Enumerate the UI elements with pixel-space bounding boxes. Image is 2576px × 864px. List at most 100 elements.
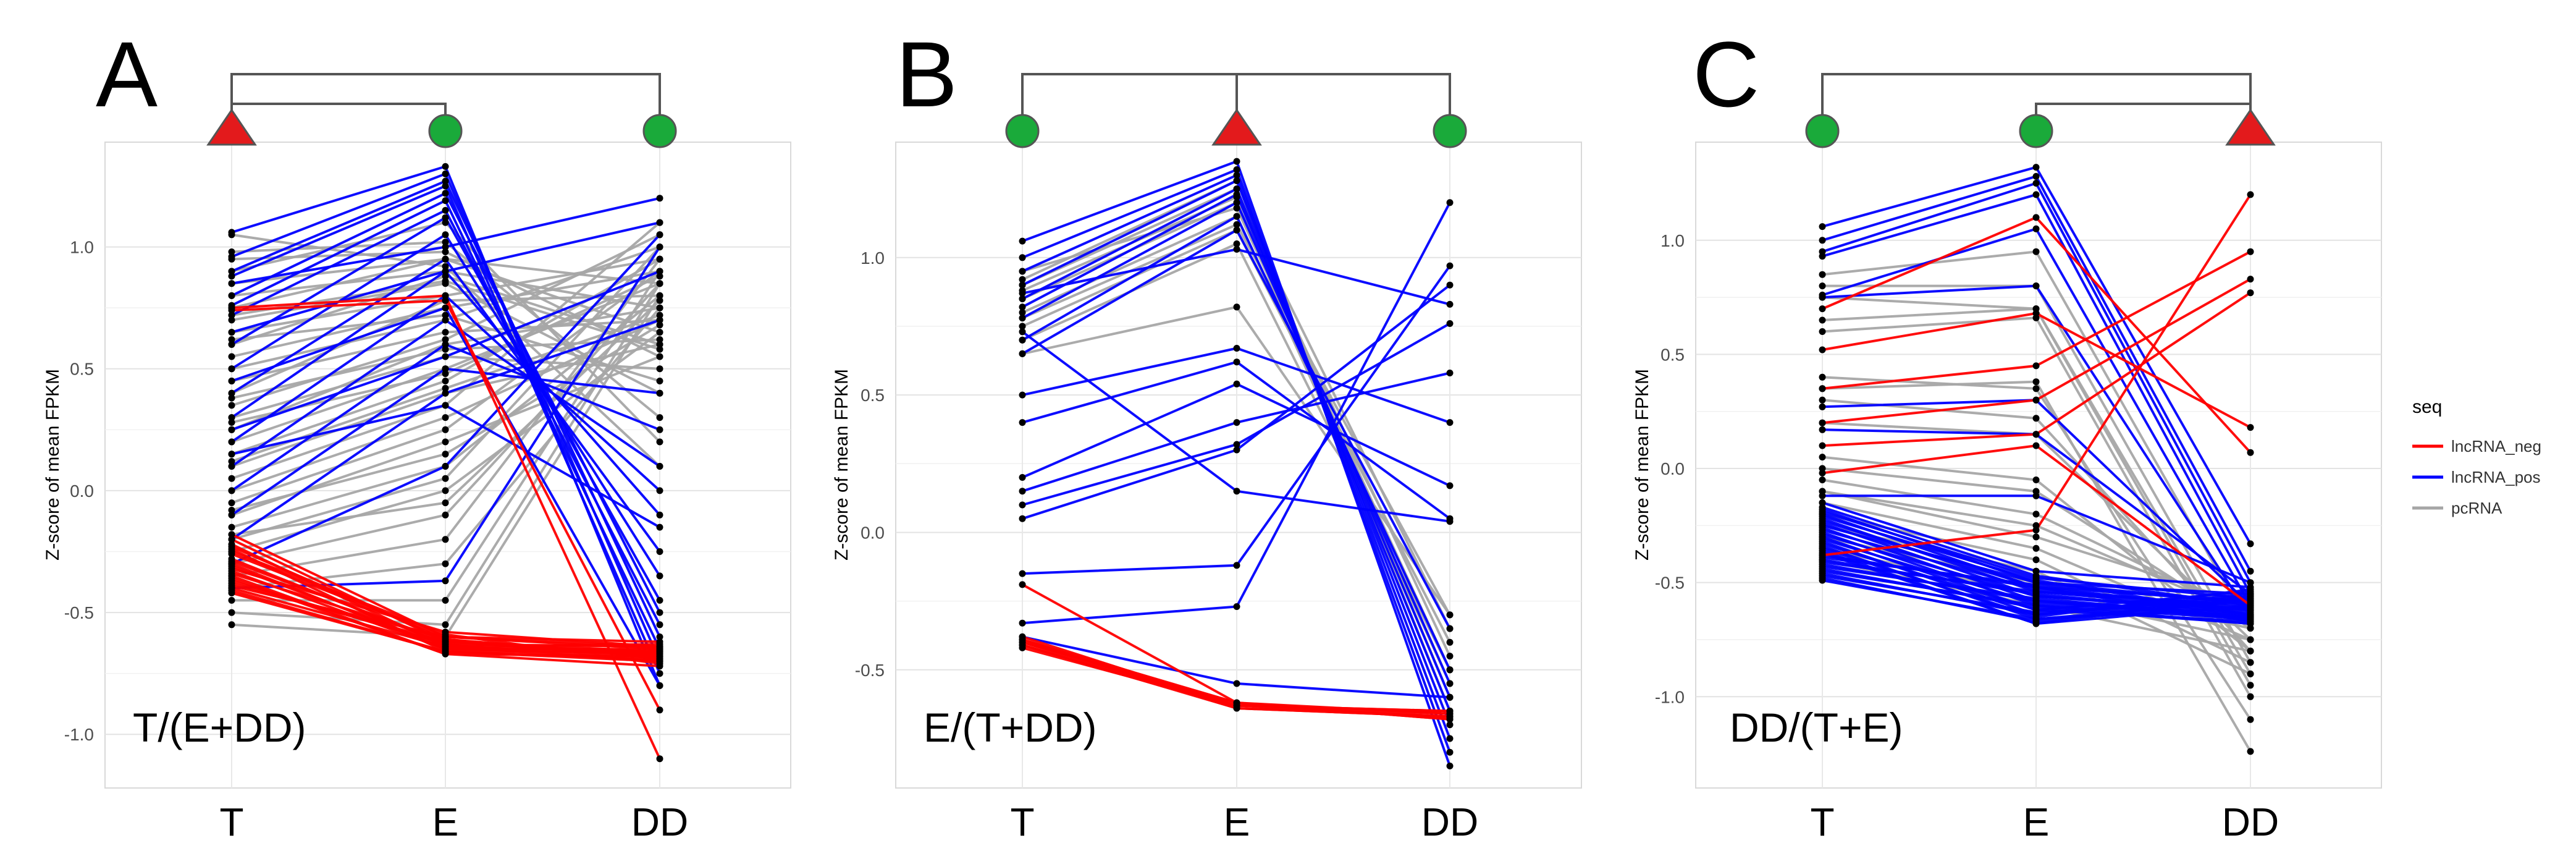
panel-b-ytick: 1.0 (861, 248, 885, 268)
data-point (656, 596, 663, 604)
data-point (228, 548, 235, 555)
panel-c-ytick: 0.0 (1661, 459, 1685, 478)
data-point (1446, 748, 1454, 756)
data-point (2032, 556, 2040, 564)
data-point (1019, 501, 1026, 509)
data-point (228, 419, 235, 426)
data-point (442, 219, 449, 226)
data-point (442, 378, 449, 384)
data-point (228, 389, 235, 397)
panel-c-grid (1696, 142, 2381, 788)
data-point (442, 499, 449, 507)
data-point (1819, 551, 1826, 559)
legend-label-lncrna-neg: lncRNA_neg (2451, 437, 2541, 455)
data-point (442, 248, 449, 255)
data-point (228, 268, 235, 275)
data-point (1446, 518, 1454, 525)
data-point (1019, 350, 1026, 357)
data-point (1019, 642, 1026, 649)
data-point (1233, 240, 1240, 247)
panel-c-xtick: E (2023, 800, 2050, 844)
data-point (2032, 595, 2040, 602)
data-point (1819, 253, 1826, 260)
data-point (228, 463, 235, 470)
data-point (2247, 424, 2254, 431)
circle-marker (2019, 114, 2053, 148)
data-point (2032, 533, 2040, 541)
triangle-marker (2225, 108, 2276, 146)
data-point (2032, 180, 2040, 187)
data-point (228, 621, 235, 629)
panel-a-ytick: 0.5 (70, 360, 94, 379)
data-point (442, 414, 449, 421)
data-point (1819, 294, 1826, 301)
data-point (442, 177, 449, 185)
data-point (1819, 271, 1826, 278)
data-point (228, 311, 235, 319)
panel-b-ytick: 0.0 (861, 523, 885, 542)
data-point (1819, 492, 1826, 499)
data-point (228, 273, 235, 280)
data-point (442, 365, 449, 373)
data-point (442, 182, 449, 190)
data-point (442, 345, 449, 353)
data-point (656, 682, 663, 689)
panel-c-annotation: DD/(T+E) (1730, 705, 1903, 750)
data-point (228, 523, 235, 531)
data-point (442, 341, 449, 348)
data-point (2247, 289, 2254, 297)
data-point (1819, 454, 1826, 461)
data-point (2247, 449, 2254, 456)
data-point (1233, 191, 1240, 198)
data-point (2032, 415, 2040, 422)
data-point (228, 402, 235, 409)
data-point (2247, 636, 2254, 643)
data-point (1819, 223, 1826, 231)
data-point (2247, 617, 2254, 625)
data-point (2247, 248, 2254, 255)
data-point (2032, 510, 2040, 518)
data-point (1019, 328, 1026, 336)
data-point (2247, 611, 2254, 618)
data-point (656, 255, 663, 263)
data-point (1819, 328, 1826, 335)
data-point (228, 543, 235, 551)
data-point (1233, 488, 1240, 495)
data-point (656, 219, 663, 226)
data-point (1233, 158, 1240, 165)
data-point (1019, 515, 1026, 522)
panel-b-ytick: -0.5 (855, 661, 885, 680)
legend-title: seq (2412, 397, 2442, 417)
panel-a-ytick: -0.5 (64, 603, 94, 622)
data-point (442, 336, 449, 343)
data-point (1233, 562, 1240, 569)
data-point (442, 451, 449, 458)
data-point (1446, 680, 1454, 687)
data-point (656, 280, 663, 287)
circle-marker (1805, 114, 1840, 148)
data-point (656, 414, 663, 421)
data-point (228, 587, 235, 595)
panel-a-ytick: 0.0 (70, 481, 94, 501)
data-point (656, 523, 663, 531)
panel-a-letter: A (96, 22, 158, 126)
data-point (1446, 262, 1454, 269)
data-point (228, 378, 235, 384)
panel-a-points (228, 163, 663, 763)
data-point (656, 670, 663, 677)
data-point (442, 292, 449, 299)
data-point (2032, 431, 2040, 438)
data-point (442, 255, 449, 263)
panel-b: B -0.5 0.0 0.5 1.0 Z-score of mean FPKM … (831, 22, 1582, 844)
data-point (656, 706, 663, 714)
data-point (656, 609, 663, 616)
data-point (1019, 315, 1026, 322)
data-point (2032, 492, 2040, 499)
panel-b-xtick: T (1010, 800, 1034, 844)
data-point (442, 633, 449, 640)
data-point (2032, 191, 2040, 198)
data-point (2247, 586, 2254, 593)
panel-a-x-ticks: T E DD (219, 800, 688, 844)
data-point (656, 389, 663, 397)
data-point (442, 273, 449, 280)
